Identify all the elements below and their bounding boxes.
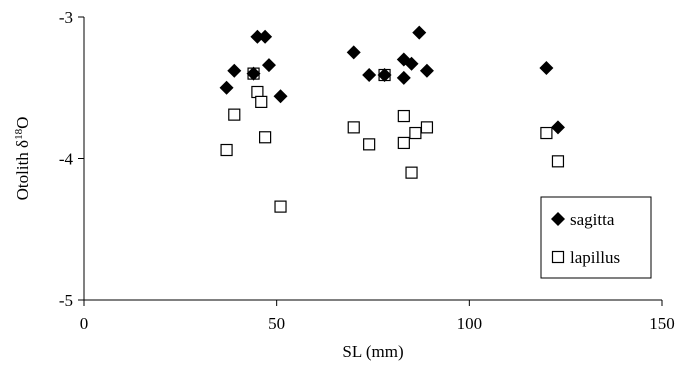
x-tick-label: 150 (649, 314, 675, 333)
lapillus-point (397, 109, 410, 123)
lapillus-point (228, 108, 241, 121)
sagitta-point (219, 80, 234, 95)
y-axis-title-prefix: Otolith δ (13, 140, 32, 200)
y-tick-label: -4 (59, 150, 74, 169)
sagitta-point (273, 89, 288, 104)
lapillus-point (347, 121, 360, 134)
data-points (219, 25, 565, 213)
lapillus-point (409, 126, 422, 140)
lapillus-point (540, 126, 553, 140)
x-tick-label: 50 (268, 314, 285, 333)
x-tick-label: 100 (457, 314, 483, 333)
lapillus-point (274, 200, 287, 213)
sagitta-point (419, 63, 434, 78)
x-axis-title: SL (mm) (342, 342, 403, 361)
sagitta-point (258, 29, 273, 44)
lapillus-point (363, 138, 376, 151)
y-tick-label: -5 (59, 291, 73, 310)
lapillus-point (397, 136, 410, 150)
legend: sagitta lapillus (540, 196, 652, 279)
sagitta-point (539, 60, 554, 75)
legend-marker-sagitta (551, 212, 565, 226)
sagitta-point (227, 63, 242, 78)
sagitta-point (261, 58, 276, 73)
lapillus-point (420, 121, 434, 134)
y-tick-label: -3 (59, 8, 73, 27)
sagitta-point (377, 68, 392, 83)
legend-box (540, 196, 652, 279)
y-axis-title-suffix: O (13, 117, 32, 129)
legend-label-lapillus: lapillus (570, 248, 620, 267)
sagitta-point (246, 66, 261, 81)
sagitta-point (396, 70, 411, 85)
lapillus-point (259, 131, 272, 144)
sagitta-point (362, 68, 377, 83)
sagitta-point (250, 29, 265, 44)
axes (78, 16, 663, 306)
y-axis-title: Otolith δ18O (13, 117, 32, 201)
tick-labels: -5 -4 -3 0 50 100 150 (59, 8, 675, 333)
lapillus-point (220, 143, 233, 157)
legend-marker-lapillus (551, 250, 565, 264)
sagitta-point (550, 120, 565, 135)
y-axis-title-sup: 18 (13, 128, 25, 140)
lapillus-point (551, 155, 565, 168)
lapillus-point (405, 166, 418, 179)
sagitta-point (346, 45, 361, 60)
legend-label-sagitta: sagitta (570, 210, 615, 229)
lapillus-point (255, 95, 268, 109)
x-tick-label: 0 (80, 314, 89, 333)
sagitta-point (404, 56, 419, 71)
sagitta-point (412, 25, 427, 40)
